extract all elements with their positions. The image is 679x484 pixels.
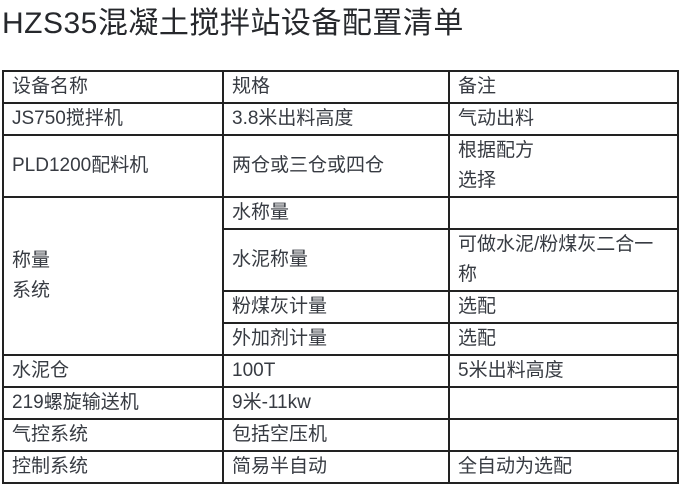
table-cell: 简易半自动 <box>222 450 450 484</box>
table-row: 粉煤灰计量 选配 <box>3 290 679 324</box>
table-row: 外加剂计量 选配 <box>3 322 679 356</box>
table-cell <box>448 418 679 452</box>
table-cell: 气控系统 <box>2 418 224 452</box>
table-cell: 选配 <box>448 322 679 356</box>
table-row: 气控系统 包括空压机 <box>2 418 679 452</box>
table-row: PLD1200配料机 两仓或三仓或四仓 根据配方 选择 <box>2 134 679 198</box>
table-cell: 5米出料高度 <box>448 354 679 388</box>
table-head: 设备名称 规格 备注 <box>2 70 679 104</box>
table-cell: 称量 系统 <box>2 196 224 356</box>
table-cell: 9米-11kw <box>222 386 450 420</box>
table-cell: 包括空压机 <box>222 418 450 452</box>
table-body: JS750搅拌机 3.8米出料高度 气动出料 PLD1200配料机 两仓或三仓或四仓 根据… <box>2 102 679 484</box>
table-cell: 可做水泥/粉煤灰二合一 称 <box>448 228 679 292</box>
table-cell: 水称量 <box>222 196 450 230</box>
table-cell: 全自动为选配 <box>448 450 679 484</box>
column-header: 设备名称 <box>2 70 224 104</box>
table-cell: 选配 <box>448 290 679 324</box>
column-header: 备注 <box>448 70 679 104</box>
table-cell: 粉煤灰计量 <box>222 290 450 324</box>
table-cell: 3.8米出料高度 <box>222 102 450 136</box>
table-row: 219螺旋输送机 9米-11kw <box>2 386 679 420</box>
table-cell: 水泥仓 <box>2 354 224 388</box>
column-header: 规格 <box>222 70 450 104</box>
table-row: 水泥称量 可做水泥/粉煤灰二合一 称 <box>3 228 679 292</box>
table-cell: 根据配方 选择 <box>448 134 679 198</box>
table-row: 控制系统 简易半自动 全自动为选配 <box>2 450 679 484</box>
equipment-spec-table: 设备名称 规格 备注 JS750搅拌机 3.8米出料高度 气动出料 PLD1200配料机两… <box>2 70 679 484</box>
table-cell: 两仓或三仓或四仓 <box>222 134 450 198</box>
table-cell: 100T <box>222 354 450 388</box>
table-cell: 219螺旋输送机 <box>2 386 224 420</box>
table-row: 水泥仓 100T 5米出料高度 <box>2 354 679 388</box>
table-row: JS750搅拌机 3.8米出料高度 气动出料 <box>2 102 679 136</box>
table-cell: 外加剂计量 <box>222 322 450 356</box>
table-cell: 控制系统 <box>2 450 224 484</box>
table-row: 称量 系统 水称量 <box>2 196 679 356</box>
page-title: HZS35混凝土搅拌站设备配置清单 <box>2 7 464 40</box>
table-cell: PLD1200配料机 <box>2 134 224 198</box>
table-cell: 气动出料 <box>448 102 679 136</box>
table-cell <box>448 196 679 230</box>
header-row: 设备名称 规格 备注 <box>2 70 679 104</box>
table-cell: JS750搅拌机 <box>2 102 224 136</box>
table-cell <box>448 386 679 420</box>
table-cell: 水泥称量 <box>222 228 450 292</box>
